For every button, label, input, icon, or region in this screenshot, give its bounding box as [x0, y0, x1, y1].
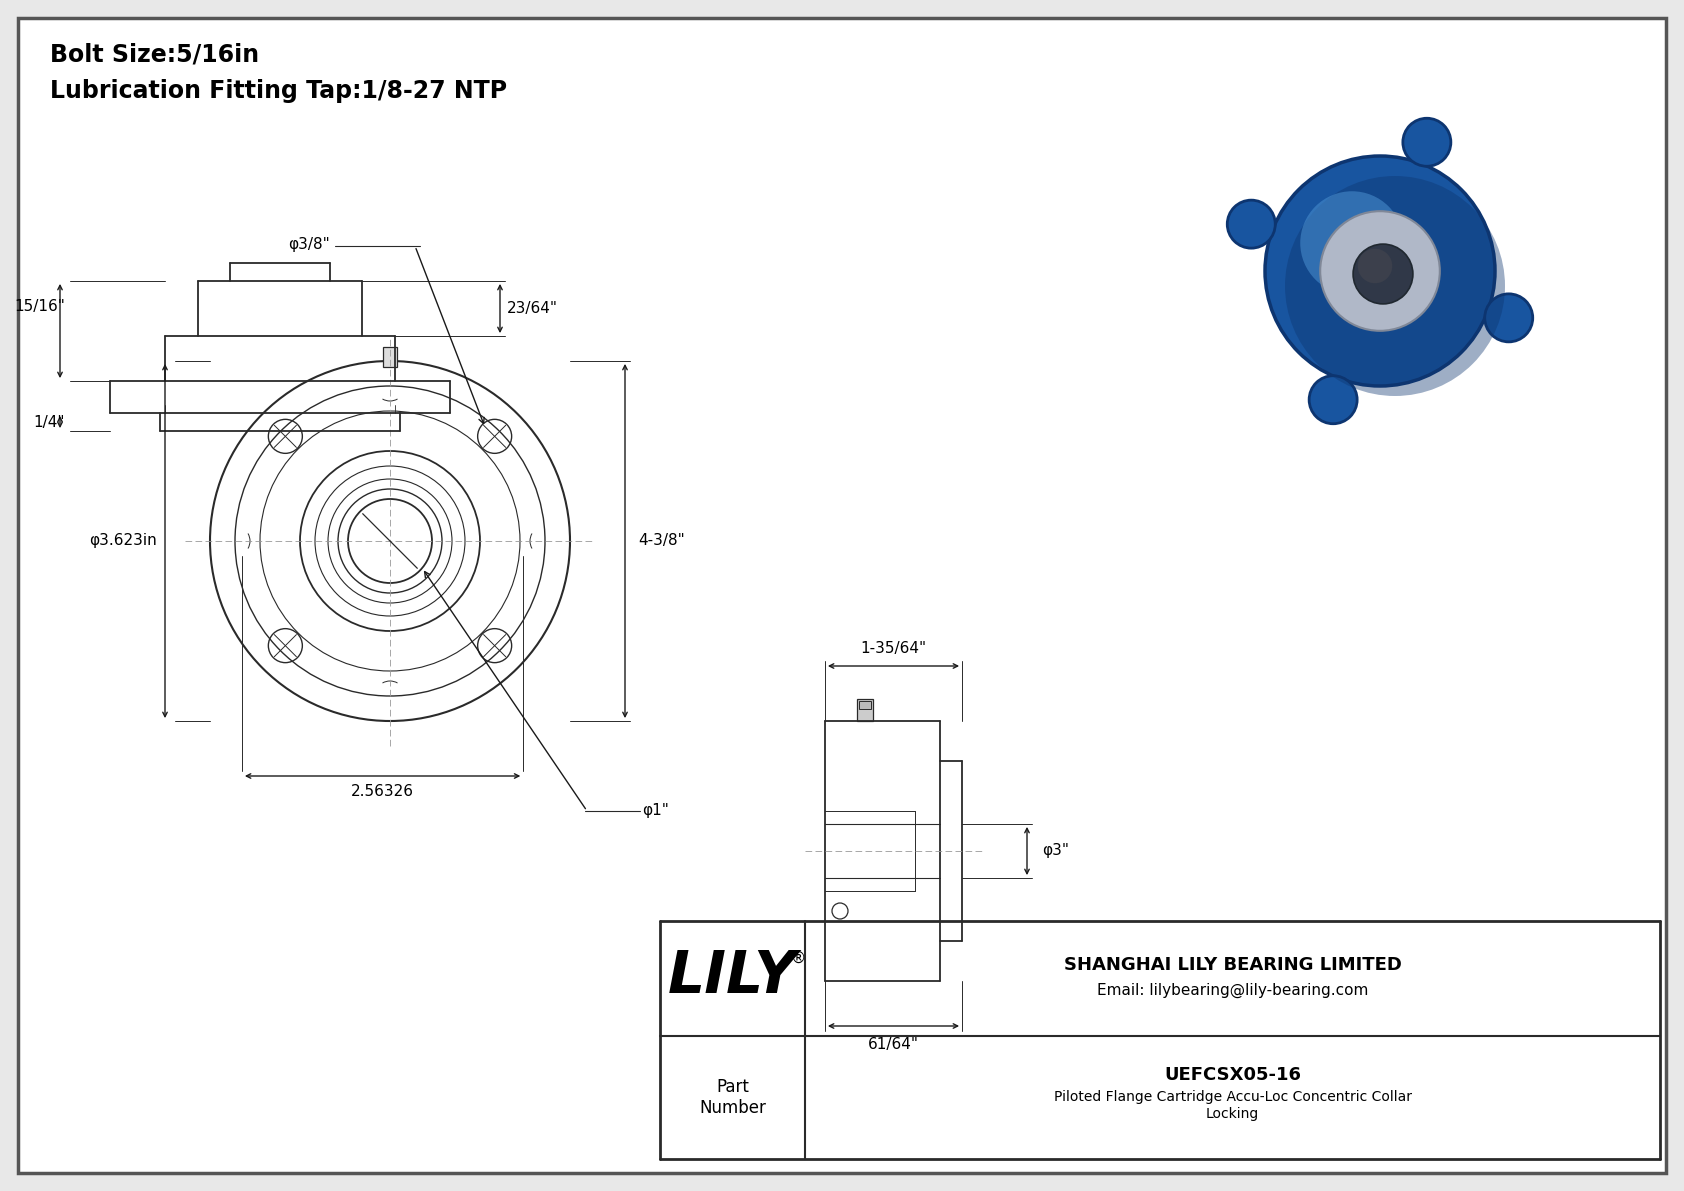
Text: φ1": φ1": [642, 804, 669, 818]
Text: Part
Number: Part Number: [699, 1078, 766, 1117]
Circle shape: [1320, 211, 1440, 331]
Text: φ3/8": φ3/8": [288, 237, 330, 251]
Text: 15/16": 15/16": [13, 299, 66, 313]
Text: 1-35/64": 1-35/64": [861, 641, 926, 655]
Circle shape: [1485, 294, 1532, 342]
Circle shape: [1403, 118, 1452, 167]
Text: 4-3/8": 4-3/8": [638, 534, 685, 549]
Text: Email: lilybearing@lily-bearing.com: Email: lilybearing@lily-bearing.com: [1096, 983, 1367, 998]
Text: UEFCSX05-16: UEFCSX05-16: [1164, 1066, 1302, 1085]
Circle shape: [1357, 249, 1393, 283]
Text: SHANGHAI LILY BEARING LIMITED: SHANGHAI LILY BEARING LIMITED: [1064, 955, 1401, 973]
Circle shape: [1285, 176, 1505, 395]
Text: 2.56326: 2.56326: [350, 785, 414, 799]
Text: φ3": φ3": [1042, 843, 1069, 859]
Text: φ3.623in: φ3.623in: [89, 534, 157, 549]
Text: ®: ®: [790, 950, 805, 966]
Text: 61/64": 61/64": [867, 1036, 919, 1052]
Text: 1/4": 1/4": [34, 414, 66, 430]
Bar: [859, 701, 871, 709]
Circle shape: [1300, 192, 1404, 294]
Bar: [857, 699, 872, 721]
Text: Lubrication Fitting Tap:1/8-27 NTP: Lubrication Fitting Tap:1/8-27 NTP: [51, 79, 507, 102]
Text: Piloted Flange Cartridge Accu-Loc Concentric Collar
Locking: Piloted Flange Cartridge Accu-Loc Concen…: [1054, 1091, 1411, 1121]
Text: 23/64": 23/64": [507, 301, 557, 316]
Circle shape: [1265, 156, 1495, 386]
Circle shape: [1354, 244, 1413, 304]
Bar: [382, 347, 397, 367]
Text: Bolt Size:5/16in: Bolt Size:5/16in: [51, 43, 259, 67]
Text: LILY: LILY: [669, 948, 797, 1005]
Circle shape: [1308, 375, 1357, 424]
Circle shape: [1228, 200, 1275, 248]
